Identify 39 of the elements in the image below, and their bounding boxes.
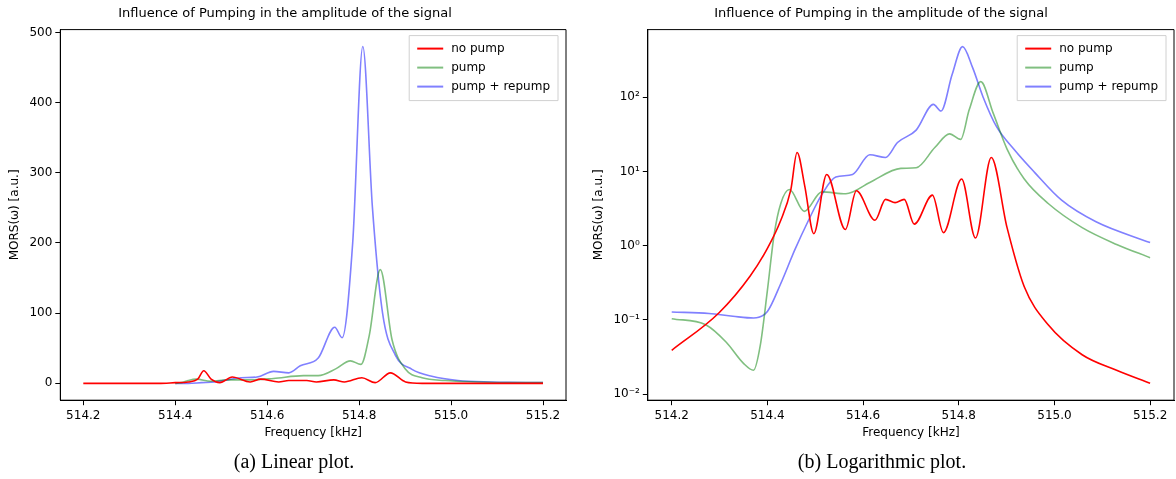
legend-label: pump + repump (1059, 78, 1158, 93)
x-tick-label: 515.2 (525, 407, 561, 422)
chart-title: Influence of Pumping in the amplitude of the signal (118, 5, 452, 21)
x-axis-title: Frequency [kHz] (862, 424, 960, 439)
x-tick-label: 514.6 (250, 407, 285, 422)
legend-label: pump (451, 59, 486, 74)
y-axis-title: MORS(ω) [a.u.] (7, 169, 22, 261)
y-tick-label: 10² (619, 89, 640, 104)
y-tick-label: 10⁻² (613, 386, 640, 401)
text: (a) Linear plot. (232, 450, 356, 473)
y-tick-label: 10⁻¹ (613, 312, 640, 327)
x-tick-label: 514.4 (750, 407, 785, 422)
legend-label: no pump (451, 40, 505, 55)
line-series (82, 369, 544, 385)
x-tick-label: 515.0 (433, 407, 469, 422)
x-tick-label: 514.6 (845, 407, 881, 422)
legend-label: no pump (1059, 40, 1113, 55)
x-tick-label: 514.2 (66, 407, 101, 422)
x-tick-label: 515.2 (1132, 407, 1168, 422)
legend-label: pump + repump (451, 78, 550, 93)
y-tick-label: 10⁰ (619, 237, 640, 252)
x-tick-label: 514.4 (158, 407, 193, 422)
line-series (670, 151, 1151, 385)
y-tick-label: 0 (44, 375, 53, 390)
x-tick-label: 514.2 (654, 407, 689, 422)
y-tick-label: 100 (29, 305, 53, 320)
y-tick-label: 200 (29, 235, 53, 250)
text: (b) Logarithmic plot. (796, 450, 968, 473)
x-tick-label: 514.8 (341, 407, 377, 422)
y-tick-label: 400 (29, 94, 53, 109)
y-tick-label: 10¹ (619, 163, 640, 178)
y-tick-label: 300 (29, 164, 53, 179)
y-tick-label: 500 (29, 24, 53, 39)
x-tick-label: 515.0 (1037, 407, 1072, 422)
x-tick-label: 514.8 (941, 407, 976, 422)
x-axis-title: Frequency [kHz] (264, 424, 362, 439)
chart-title: Influence of Pumping in the amplitude of the signal (714, 5, 1048, 21)
y-axis-title: MORS(ω) [a.u.] (591, 169, 606, 261)
legend-label: pump (1059, 59, 1094, 74)
